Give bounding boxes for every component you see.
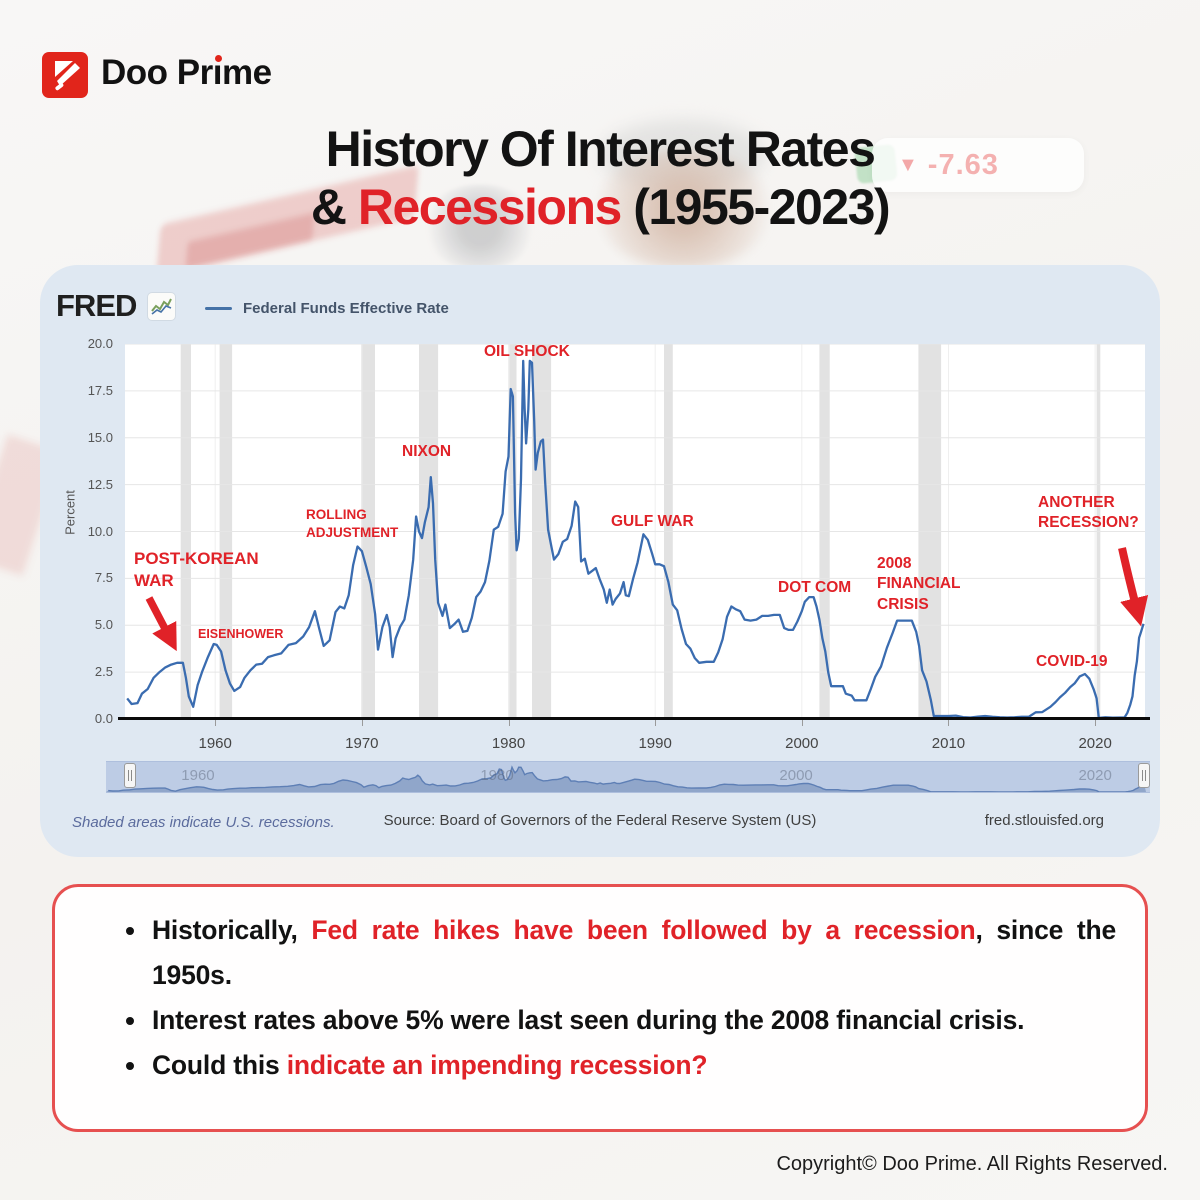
bullet-text: Historically, — [152, 915, 312, 945]
chart-annotation: ROLLING ADJUSTMENT — [306, 507, 399, 540]
brand-name-text: Doo Prı me — [101, 53, 272, 92]
chart-annotation: ANOTHER RECESSION? — [1038, 494, 1139, 532]
slider-area-fill — [106, 767, 1146, 792]
chart-annotation: EISENHOWER — [198, 627, 284, 641]
bullet-item: Historically, Fed rate hikes have been f… — [126, 908, 1116, 998]
title-line1: History Of Interest Rates — [325, 121, 876, 177]
chart-source: Source: Board of Governors of the Federa… — [383, 812, 817, 829]
x-tick-label: 1980 — [491, 735, 526, 752]
y-tick-label: 2.5 — [94, 664, 113, 680]
slider-year-label: 2000 — [779, 767, 813, 784]
bullet-text-red: Fed rate hikes have been followed by a r… — [311, 915, 976, 945]
bullet-text: Could this — [152, 1050, 287, 1080]
title-amp: & — [310, 179, 358, 235]
logo-glyph — [55, 61, 80, 91]
title-line2: & Recessions (1955-2023) — [0, 178, 1200, 236]
slider-mini-chart — [106, 765, 1146, 793]
key-points-list: Historically, Fed rate hikes have been f… — [52, 884, 1148, 1088]
x-tick-label: 2010 — [931, 735, 966, 752]
y-tick-label: 15.0 — [87, 429, 113, 445]
copyright-text: Copyright© Doo Prime. All Rights Reserve… — [776, 1153, 1168, 1175]
fed-funds-rate-line — [126, 359, 1145, 719]
x-tick-mark — [361, 720, 363, 726]
chart-annotation: POST-KOREAN WAR — [134, 549, 259, 591]
x-tick-label: 1990 — [638, 735, 672, 752]
y-tick-label: 0.0 — [94, 711, 113, 726]
title-highlight: Recessions — [357, 179, 622, 235]
slider-year-label: 1980 — [480, 767, 514, 784]
fred-site-link[interactable]: fred.stlouisfed.org — [984, 812, 1104, 829]
x-axis-line — [118, 717, 1150, 720]
y-tick-label: 20.0 — [87, 336, 113, 351]
chart-legend: Federal Funds Effective Rate — [205, 300, 449, 317]
x-tick-mark — [215, 720, 217, 726]
slider-year-label: 2020 — [1078, 767, 1112, 784]
y-tick-label: 10.0 — [87, 523, 113, 539]
date-range-slider-track[interactable] — [106, 761, 1150, 793]
bullet-item: Could this indicate an impending recessi… — [126, 1043, 1116, 1088]
chart-annotation: COVID-19 — [1036, 653, 1108, 670]
y-tick-label: 5.0 — [94, 617, 113, 633]
brand-name: Doo Prı me — [101, 53, 272, 93]
y-tick-label: 12.5 — [87, 476, 113, 492]
y-tick-label: 17.5 — [87, 382, 113, 398]
x-tick-mark — [508, 720, 510, 726]
key-points-box — [52, 884, 1148, 1132]
x-tick-mark — [1095, 720, 1097, 726]
x-tick-label: 1960 — [198, 735, 232, 752]
slider-area-line — [108, 765, 1145, 793]
y-tick-label: 7.5 — [94, 570, 113, 586]
slider-left-handle[interactable] — [124, 763, 136, 788]
chart-annotation: DOT COM — [778, 579, 852, 596]
bullet-item: Interest rates above 5% were last seen d… — [126, 998, 1116, 1043]
chart-annotation: GULF WAR — [611, 513, 694, 530]
chart-annotation: NIXON — [402, 443, 452, 460]
chart-annotation: OIL SHOCK — [484, 343, 570, 360]
page-title: History Of Interest Rates & Recessions (… — [0, 120, 1200, 236]
bullet-text-red: indicate an impending recession? — [286, 1050, 708, 1080]
legend-line-swatch — [205, 307, 232, 310]
recession-footnote: Shaded areas indicate U.S. recessions. — [72, 814, 335, 831]
fed-funds-rate-chart — [125, 344, 1145, 719]
bullet-text: Interest rates above 5% were last seen d… — [152, 1005, 1025, 1035]
x-tick-mark — [801, 720, 803, 726]
slider-right-handle[interactable] — [1138, 763, 1150, 788]
chart-annotation: 2008 FINANCIAL CRISIS — [877, 555, 961, 613]
x-tick-mark — [948, 720, 950, 726]
fred-sparkline-icon — [148, 293, 175, 320]
slider-year-label: 1960 — [181, 767, 215, 784]
title-years: (1955-2023) — [620, 179, 890, 235]
fred-logo: FRED — [56, 288, 137, 323]
x-tick-label: 2000 — [785, 735, 819, 752]
brand-logo: Doo Prı me — [42, 52, 272, 98]
x-tick-mark — [655, 720, 657, 726]
legend-label: Federal Funds Effective Rate — [243, 300, 449, 317]
doo-prime-logo-icon — [42, 52, 88, 98]
x-tick-label: 2020 — [1078, 735, 1112, 752]
bullet-text: , since the 1950s. — [152, 915, 1116, 990]
x-tick-label: 1970 — [345, 735, 379, 752]
